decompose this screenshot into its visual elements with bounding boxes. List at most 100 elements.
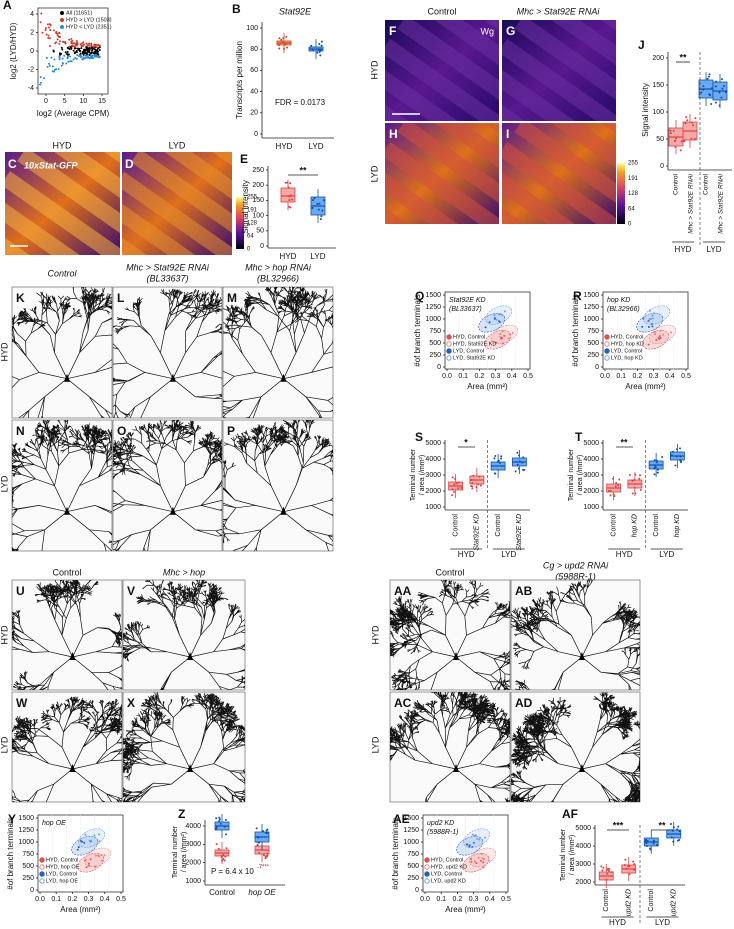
gene-point bbox=[92, 57, 95, 60]
row-title: HYD bbox=[369, 60, 379, 80]
gene-point bbox=[70, 40, 73, 43]
y-axis-label: Terminal number bbox=[410, 448, 417, 501]
legend-label: LYD, Control bbox=[611, 348, 642, 354]
gene-point bbox=[69, 46, 72, 49]
column-title: LYD bbox=[169, 140, 186, 150]
jitter-point bbox=[218, 818, 221, 821]
row-title: HYD bbox=[0, 625, 9, 645]
panel-label: J bbox=[638, 38, 645, 52]
panel-note: Wg bbox=[481, 26, 495, 36]
panel-note: Stat92E KD bbox=[449, 297, 486, 304]
gene-point bbox=[87, 50, 90, 53]
point bbox=[98, 833, 101, 836]
y-tick-label: 1000 bbox=[185, 878, 201, 885]
condition-label: HYD bbox=[458, 550, 475, 559]
jitter-point bbox=[289, 206, 292, 209]
legend-marker bbox=[39, 878, 45, 884]
jitter-point bbox=[265, 855, 268, 858]
jitter-point bbox=[607, 869, 610, 872]
x-tick-label: 0.3 bbox=[84, 896, 94, 903]
x-tick-label: Control bbox=[610, 514, 617, 537]
image-bg bbox=[389, 579, 511, 691]
legend-label: LYD, hop KD bbox=[611, 355, 643, 361]
gene-point bbox=[55, 68, 58, 71]
y-tick-label: 750 bbox=[587, 328, 599, 335]
point bbox=[653, 333, 656, 336]
panel-label: U bbox=[16, 584, 25, 598]
column-title: Mhc > hop bbox=[163, 567, 205, 577]
y-axis-label: / area (/mm²) bbox=[569, 835, 576, 875]
gene-point bbox=[85, 42, 88, 45]
legend-marker bbox=[446, 348, 452, 354]
jitter-point bbox=[661, 455, 664, 458]
gene-point bbox=[89, 52, 92, 55]
gene-point bbox=[93, 52, 96, 55]
point bbox=[84, 833, 87, 836]
gene-point bbox=[56, 38, 59, 41]
jitter-point bbox=[311, 207, 314, 210]
jitter-point bbox=[690, 121, 693, 124]
jitter-point bbox=[225, 833, 228, 836]
point bbox=[499, 313, 502, 316]
y-tick-label: 4 bbox=[30, 11, 34, 18]
gene-point bbox=[65, 62, 68, 65]
gene-point bbox=[85, 54, 88, 57]
jitter-point bbox=[721, 87, 724, 90]
point bbox=[501, 314, 504, 317]
gene-point bbox=[69, 55, 72, 58]
jitter-point bbox=[652, 842, 655, 845]
gene-point bbox=[90, 42, 93, 45]
y-axis-label: Signal intensity bbox=[641, 83, 650, 137]
point bbox=[487, 859, 490, 862]
jitter-point bbox=[500, 455, 503, 458]
jitter-point bbox=[284, 181, 287, 184]
jitter-point bbox=[627, 865, 630, 868]
colorbar-label: 0 bbox=[247, 247, 251, 253]
jitter-point bbox=[453, 483, 456, 486]
gene-point bbox=[98, 49, 101, 52]
jitter-point bbox=[710, 102, 713, 105]
x-tick-label: Stat92E KD bbox=[516, 514, 523, 551]
gene-point bbox=[75, 49, 78, 52]
significance: ** bbox=[679, 52, 687, 62]
significance: *** bbox=[262, 865, 270, 871]
point bbox=[480, 852, 483, 855]
jitter-point bbox=[494, 472, 497, 475]
jitter-point bbox=[609, 494, 612, 497]
jitter-point bbox=[628, 474, 631, 477]
jitter-point bbox=[285, 35, 288, 38]
point bbox=[473, 860, 476, 863]
y-axis-label: Transcripts per million bbox=[235, 41, 244, 119]
gene-point bbox=[68, 38, 71, 41]
point bbox=[651, 325, 654, 328]
gene-point bbox=[98, 44, 101, 47]
x-tick-label: LYD bbox=[311, 252, 326, 261]
jitter-point bbox=[680, 460, 683, 463]
gene-point bbox=[88, 53, 91, 56]
gene-point bbox=[57, 68, 60, 71]
colorbar bbox=[236, 197, 244, 249]
panel-label: AE bbox=[393, 812, 410, 826]
gene-point bbox=[85, 56, 88, 59]
legend-label: HYD, Stat92E KD bbox=[453, 341, 496, 347]
point bbox=[482, 858, 485, 861]
jitter-point bbox=[321, 209, 324, 212]
soma bbox=[453, 764, 459, 772]
jitter-point bbox=[499, 461, 502, 464]
point bbox=[651, 314, 654, 317]
jitter-point bbox=[607, 489, 610, 492]
y-tick-label: 750 bbox=[22, 851, 34, 858]
gene-point bbox=[81, 58, 84, 61]
panel-note: (BL33637) bbox=[449, 306, 482, 313]
jitter-point bbox=[623, 863, 626, 866]
point bbox=[89, 858, 92, 861]
point bbox=[79, 839, 82, 842]
panel-title: Stat92E bbox=[279, 6, 312, 16]
y-tick-label: 2000 bbox=[425, 488, 441, 495]
panel-label: R bbox=[573, 289, 582, 303]
jitter-point bbox=[284, 43, 287, 46]
gene-point bbox=[51, 65, 54, 68]
legend-marker bbox=[604, 334, 610, 340]
jitter-point bbox=[313, 197, 316, 200]
muscle-fiber bbox=[397, 123, 499, 224]
